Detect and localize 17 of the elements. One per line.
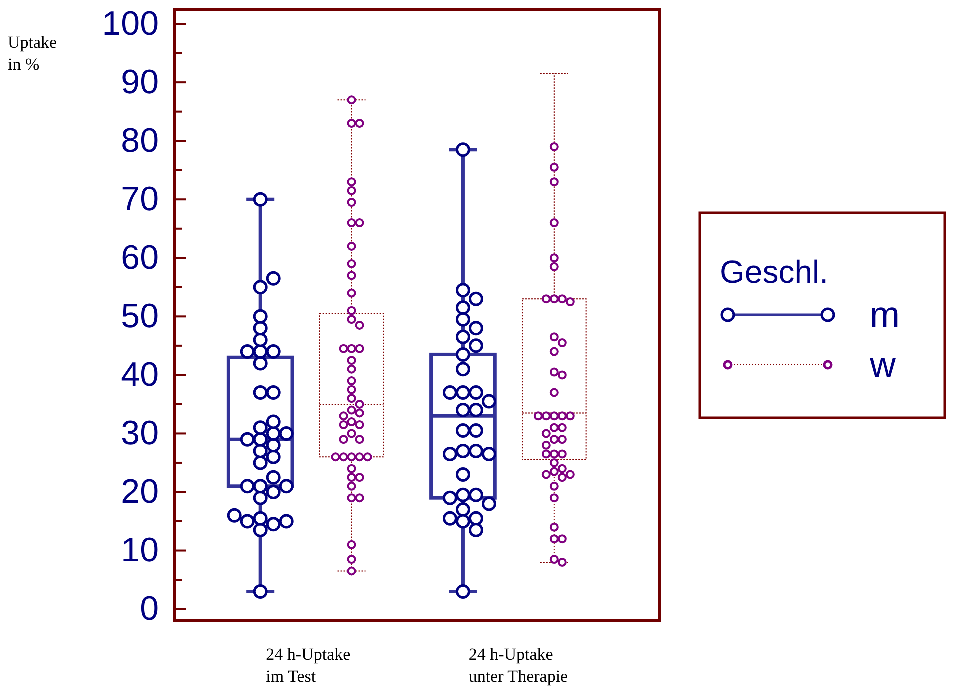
y-tick-label: 30 <box>121 414 159 453</box>
legend-title: Geschl. <box>720 254 828 290</box>
y-tick-label: 100 <box>102 4 159 43</box>
y-tick-label: 70 <box>121 180 159 218</box>
y-tick-label: 50 <box>121 298 159 336</box>
x-tick-label: 24 h-Uptake im Test <box>266 645 351 686</box>
legend-label: m <box>870 294 900 335</box>
y-axis-title: Uptake in % <box>8 33 58 74</box>
y-tick-label: 0 <box>140 590 159 628</box>
y-tick-label: 80 <box>121 122 159 160</box>
y-tick-label: 20 <box>121 473 159 512</box>
y-tick-label: 60 <box>121 239 159 278</box>
y-tick-label: 10 <box>121 532 159 570</box>
y-tick-label: 40 <box>121 356 159 394</box>
legend-label: w <box>869 344 897 385</box>
x-tick-label: 24 h-Uptake unter Therapie <box>468 645 568 686</box>
y-tick-label: 90 <box>121 63 159 102</box>
